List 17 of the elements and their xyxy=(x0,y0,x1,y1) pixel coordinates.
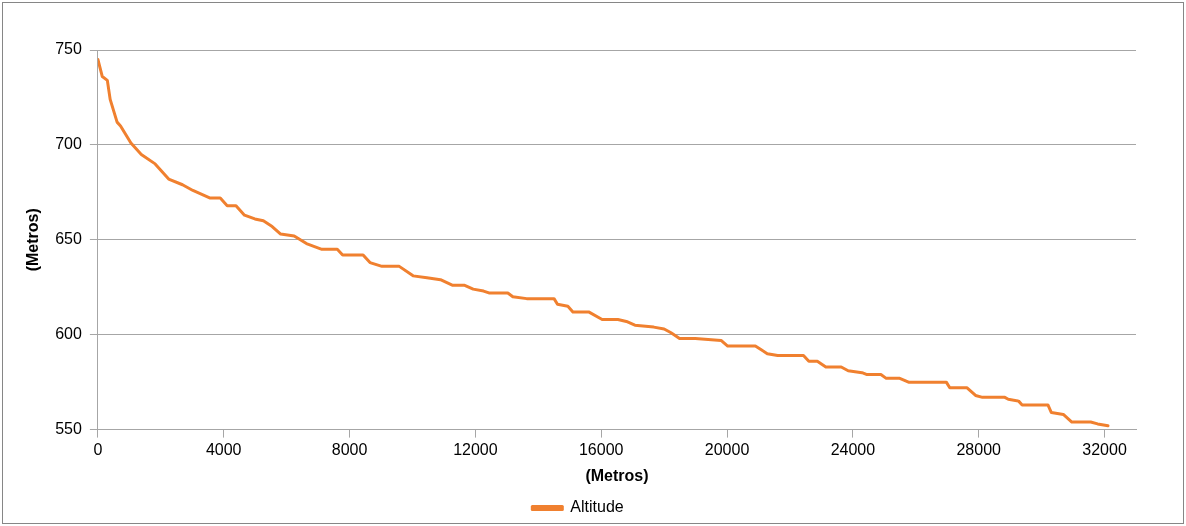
x-axis-title: (Metros) xyxy=(585,466,649,484)
x-tick-label: 16000 xyxy=(578,440,624,458)
x-tick-label: 8000 xyxy=(331,440,368,458)
y-tick-label: 650 xyxy=(55,230,82,248)
y-tick-label: 700 xyxy=(55,135,82,153)
y-tick-label: 750 xyxy=(55,40,82,58)
y-tick-label: 550 xyxy=(55,420,82,438)
legend-label: Altitude xyxy=(570,498,624,516)
x-tick-label: 32000 xyxy=(1082,440,1127,458)
x-tick-label: 4000 xyxy=(205,440,242,458)
x-tick-label: 28000 xyxy=(956,440,1002,458)
x-tick-label: 0 xyxy=(93,440,103,458)
y-tick-label: 600 xyxy=(55,325,82,343)
x-tick-label: 20000 xyxy=(704,440,750,458)
x-tick-label: 24000 xyxy=(830,440,876,458)
y-axis-title: (Metros) xyxy=(24,208,42,272)
x-tick-label: 12000 xyxy=(453,440,498,458)
